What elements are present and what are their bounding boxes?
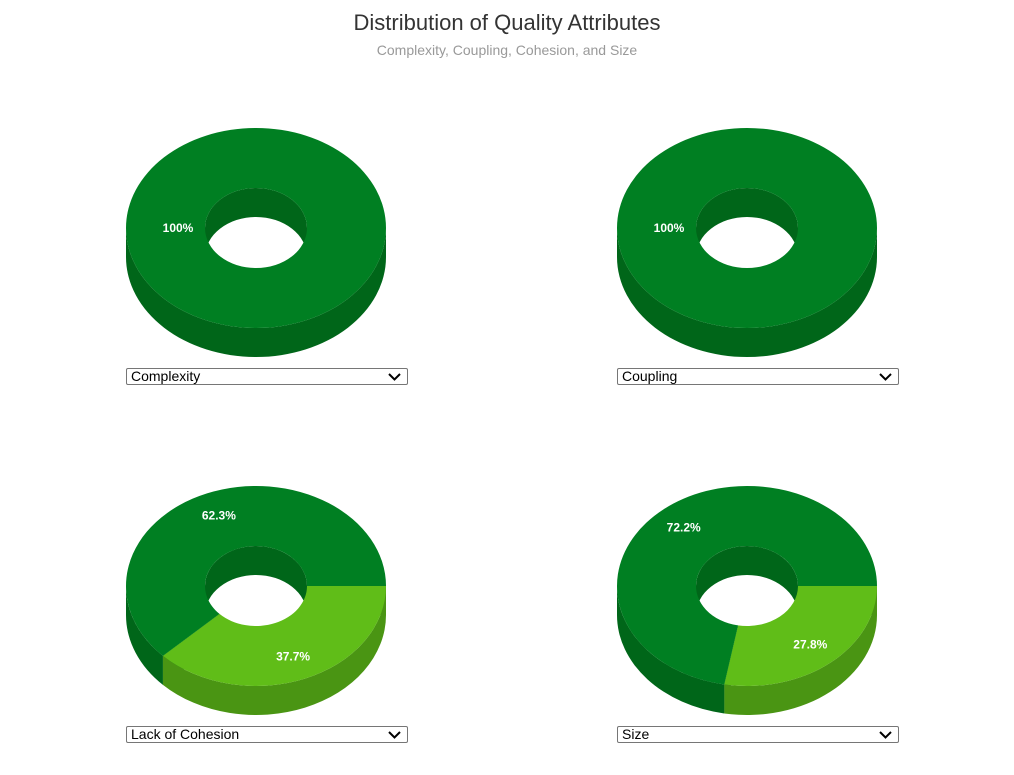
chevron-down-icon — [388, 731, 401, 739]
slice-inner-wall-1 — [205, 188, 307, 257]
complexity-select-value: Complexity — [131, 368, 201, 384]
slice-inner-wall-2 — [696, 546, 798, 615]
slice-outer-wall-2 — [617, 586, 725, 714]
donut-chart-3: 37.7% 62.3% — [126, 486, 387, 716]
slice-data-label: 62.3% — [202, 509, 236, 523]
donut-slice-1[interactable] — [126, 128, 386, 328]
donut-slice-1[interactable] — [617, 128, 877, 328]
chevron-down-icon — [879, 731, 892, 739]
cohesion-select-value: Lack of Cohesion — [131, 726, 240, 742]
donut-slice-1[interactable] — [724, 586, 877, 687]
donut-chart-2: 100% — [617, 128, 877, 357]
donut-slice-2[interactable] — [126, 486, 387, 656]
coupling-select-value: Coupling — [622, 368, 678, 384]
chart-subtitle: Complexity, Coupling, Cohesion, and Size — [376, 42, 638, 58]
chevron-down-icon — [879, 373, 892, 381]
chart-title: Distribution of Quality Attributes — [353, 10, 661, 35]
size-select-value: Size — [622, 726, 650, 742]
slice-data-label: 100% — [163, 221, 194, 235]
slice-outer-wall-1 — [724, 586, 877, 716]
slice-data-label: 27.8% — [793, 637, 827, 651]
donut-slice-2[interactable] — [617, 486, 877, 685]
cohesion-select[interactable]: Lack of Cohesion — [126, 726, 408, 743]
chevron-down-icon — [388, 373, 401, 381]
size-select[interactable]: Size — [617, 726, 899, 743]
slice-inner-wall-1 — [696, 188, 798, 257]
slice-data-label: 100% — [654, 221, 685, 235]
slice-data-label: 37.7% — [276, 649, 310, 663]
slice-data-label: 72.2% — [667, 521, 701, 535]
slice-inner-wall-2 — [205, 546, 307, 615]
slice-outer-wall-2 — [126, 586, 163, 685]
slice-outer-wall-1 — [126, 228, 386, 357]
complexity-select[interactable]: Complexity — [126, 368, 408, 385]
donut-chart-1: 100% — [126, 128, 386, 357]
slice-outer-wall-1 — [162, 586, 386, 716]
donut-slice-1[interactable] — [162, 586, 386, 687]
donut-chart-4: 27.8% 72.2% — [617, 486, 877, 716]
coupling-select[interactable]: Coupling — [617, 368, 899, 385]
slice-outer-wall-1 — [617, 228, 877, 357]
